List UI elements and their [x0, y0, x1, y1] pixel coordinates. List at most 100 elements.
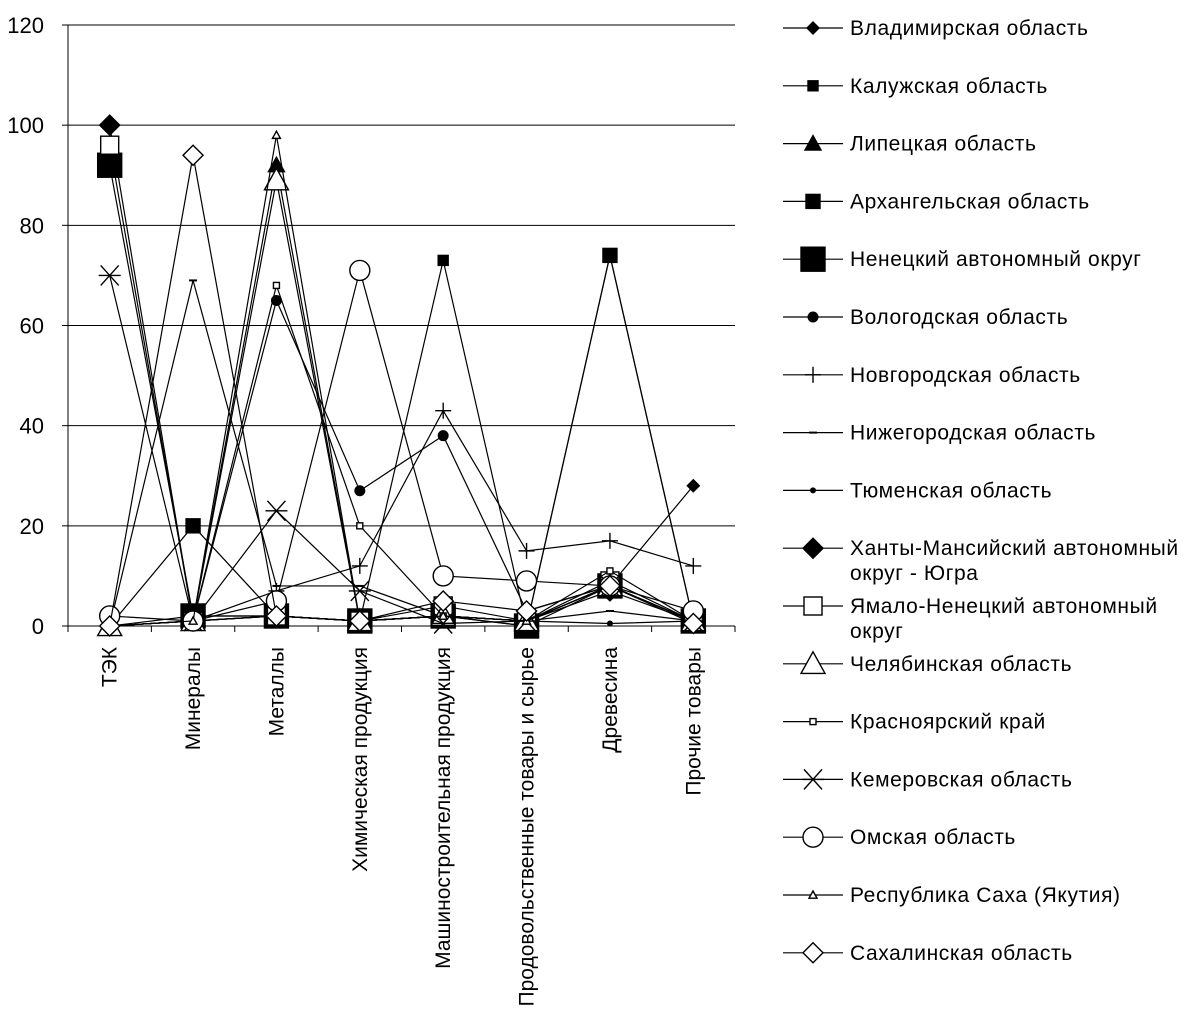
- x-tick-label: Металлы: [265, 647, 288, 736]
- data-point: [437, 430, 449, 442]
- legend: Владимирская область Калужская область Лип…: [783, 17, 1179, 965]
- legend-item-тюменская-область: Тюменская область: [783, 479, 1052, 502]
- legend-item-архангельская-область: Архангельская область: [783, 190, 1090, 213]
- series-челябинская-область: [96, 166, 707, 637]
- data-point: [356, 522, 364, 530]
- legend-label: Тюменская область: [850, 479, 1052, 502]
- data-point: [606, 567, 614, 575]
- data-point: [348, 610, 371, 632]
- series-омская-область: [98, 259, 705, 632]
- legend-item-красноярский-край: Красноярский край: [783, 711, 1046, 734]
- legend-marker: [807, 889, 819, 899]
- series-line: [109, 280, 694, 627]
- series-line: [109, 268, 694, 622]
- series-line: [109, 135, 694, 627]
- legend-marker: [802, 941, 824, 964]
- series-ханты-мансийский-автономный-округ-югра: [98, 114, 705, 632]
- x-tick-label: Продовольственные товары и сырье: [516, 647, 539, 1007]
- data-point: [265, 500, 288, 522]
- data-point: [432, 589, 455, 612]
- data-point: [606, 620, 613, 627]
- legend-label: Красноярский край: [850, 711, 1046, 734]
- x-axis-ticks: ТЭК Минералы Металлы Химическая продукция Ма…: [67, 626, 736, 1007]
- legend-marker: [800, 246, 826, 272]
- data-point: [351, 557, 368, 574]
- y-tick-label: 40: [20, 414, 44, 439]
- legend-item-сахалинская-область: Сахалинская область: [783, 941, 1073, 965]
- data-point: [682, 612, 705, 635]
- legend-item-кемеровская-область: Кемеровская область: [783, 768, 1073, 791]
- series-республика-саха-якутия: [104, 129, 699, 630]
- series-сахалинская-область: [98, 144, 705, 637]
- legend-item-новгородская-область: Новгородская область: [783, 364, 1081, 387]
- x-tick-label: Минералы: [182, 647, 205, 750]
- y-tick-label: 0: [32, 614, 44, 639]
- y-axis-ticks: 0 20 40 60 80 100 120: [7, 13, 68, 639]
- legend-marker: [807, 311, 819, 323]
- series-line: [109, 145, 694, 622]
- y-tick-label: 60: [20, 314, 44, 339]
- legend-label: Калужская область: [850, 75, 1048, 98]
- data-point: [515, 599, 538, 622]
- legend-marker: [806, 21, 820, 35]
- x-tick-label: Прочие товары: [682, 647, 705, 796]
- legend-marker: [802, 768, 824, 790]
- legend-label: Вологодская область: [850, 306, 1068, 329]
- legend-label: Новгородская область: [850, 364, 1081, 387]
- data-point: [187, 615, 199, 625]
- legend-label: Владимирская область: [850, 17, 1089, 40]
- legend-label: Архангельская область: [850, 190, 1090, 213]
- data-point: [354, 485, 366, 497]
- legend-label: Ханты-Мансийский автономный округ - Югра: [850, 537, 1179, 585]
- legend-item-ямало-ненецкий-автономный-округ: Ямало-Ненецкий автономный округ: [783, 595, 1158, 643]
- y-tick-label: 20: [20, 514, 44, 539]
- x-tick-label: Древесина: [599, 647, 622, 753]
- x-tick-label: Химическая продукция: [349, 647, 372, 872]
- y-tick-label: 80: [20, 213, 44, 238]
- data-point: [598, 574, 621, 597]
- legend-item-липецкая-область: Липецкая область: [783, 133, 1036, 156]
- data-point: [272, 281, 281, 290]
- series-line: [109, 165, 694, 627]
- legend-item-ханты-мансийский-автономный-округ-югра: Ханты-Мансийский автономный округ - Югра: [783, 537, 1179, 585]
- legend-item-вологодская-область: Вологодская область: [783, 306, 1068, 329]
- data-point: [432, 565, 454, 587]
- legend-label: Кемеровская область: [850, 768, 1073, 791]
- data-point: [271, 129, 282, 140]
- legend-item-омская-область: Омская область: [783, 826, 1016, 849]
- data-point: [518, 542, 535, 559]
- data-point: [265, 604, 288, 627]
- legend-item-калужская-область: Калужская область: [783, 75, 1048, 98]
- y-tick-label: 100: [7, 113, 44, 138]
- data-point: [686, 478, 701, 493]
- series-line: [109, 409, 694, 627]
- legend-label: Ямало-Ненецкий автономный округ: [850, 595, 1158, 643]
- legend-item-владимирская-область: Владимирская область: [783, 17, 1089, 40]
- legend-marker: [810, 487, 816, 494]
- legend-marker: [803, 596, 823, 616]
- legend-label: Липецкая область: [850, 133, 1036, 156]
- series-line: [109, 155, 694, 627]
- gridlines: [68, 24, 735, 527]
- legend-marker: [809, 717, 817, 726]
- legend-marker: [807, 80, 819, 92]
- series-line: [109, 180, 694, 627]
- legend-marker: [805, 366, 821, 383]
- series: [96, 114, 707, 639]
- legend-marker: [805, 193, 821, 210]
- legend-label: Омская область: [850, 826, 1016, 849]
- legend-item-челябинская-область: Челябинская область: [783, 650, 1072, 676]
- series-line: [109, 125, 694, 622]
- data-point: [601, 532, 618, 549]
- data-point: [437, 254, 449, 267]
- data-point: [99, 135, 120, 155]
- series-line: [109, 165, 694, 627]
- data-point: [98, 264, 121, 286]
- legend-item-ненецкий-автономный-округ: Ненецкий автономный округ: [783, 246, 1141, 272]
- legend-label: Сахалинская область: [850, 942, 1073, 965]
- legend-item-республика-саха-якутия: Республика Саха (Якутия): [783, 884, 1120, 907]
- data-point: [685, 557, 702, 574]
- data-point: [98, 114, 121, 137]
- y-tick-label: 120: [7, 13, 44, 38]
